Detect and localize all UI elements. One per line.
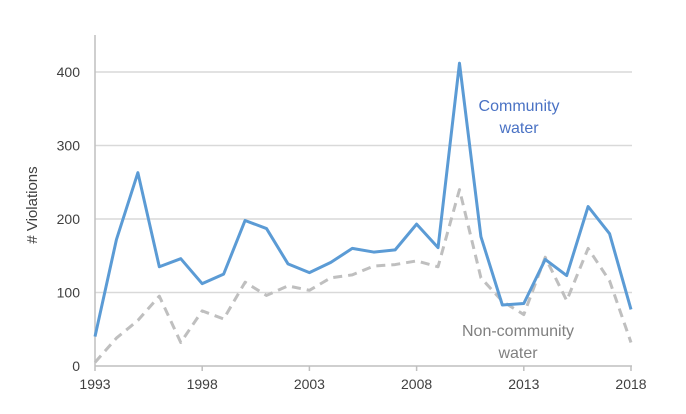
y-tick-labels: 0 100 200 300 400 [57,64,81,374]
x-tick-label: 2003 [294,376,325,392]
series-line-non-community-water [93,188,633,364]
series-line-community-water [93,61,633,337]
y-tick-label: 300 [57,138,81,154]
y-axis-label: # Violations [24,166,41,243]
series-label: water [497,345,538,362]
y-tick-label: 0 [72,358,80,374]
x-tick-label: 2013 [508,376,539,392]
x-tick-label: 1993 [79,376,110,392]
x-tick-labels: 1993 1998 2003 2008 2013 2018 [79,366,647,392]
y-tick-label: 400 [57,64,81,80]
series-label: water [498,120,539,137]
x-tick-label: 1998 [187,376,218,392]
x-tick-label: 2018 [615,376,646,392]
series-label: Community [479,98,560,115]
y-tick-label: 200 [57,211,81,227]
gridlines [95,71,632,294]
y-tick-label: 100 [57,285,81,301]
x-tick-label: 2008 [401,376,432,392]
series-label: Non-community [462,323,574,340]
